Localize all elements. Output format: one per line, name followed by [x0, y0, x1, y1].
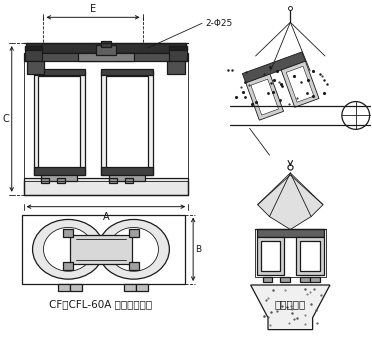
Bar: [263, 277, 272, 282]
Bar: [57, 178, 65, 183]
Bar: [254, 230, 326, 277]
Bar: [296, 237, 324, 275]
Bar: [78, 53, 134, 61]
Bar: [310, 277, 320, 282]
Bar: [38, 76, 80, 170]
Text: CF、CFL-60A 型外形尺寸图: CF、CFL-60A 型外形尺寸图: [49, 299, 153, 309]
Text: 2-Φ25: 2-Φ25: [205, 19, 232, 28]
Bar: [70, 284, 82, 291]
Ellipse shape: [44, 227, 93, 271]
Bar: [70, 235, 132, 264]
Bar: [22, 215, 185, 284]
Bar: [96, 45, 116, 55]
Polygon shape: [251, 285, 330, 330]
Bar: [63, 229, 73, 237]
Bar: [106, 76, 148, 170]
Bar: [257, 237, 284, 275]
Bar: [58, 284, 70, 291]
Bar: [109, 175, 145, 181]
Polygon shape: [281, 61, 319, 107]
Text: C: C: [2, 114, 9, 124]
Bar: [41, 175, 77, 181]
Bar: [41, 178, 49, 183]
Ellipse shape: [33, 219, 104, 279]
Bar: [124, 284, 136, 291]
Text: E: E: [90, 4, 96, 14]
Bar: [125, 178, 133, 183]
Bar: [33, 71, 85, 175]
Bar: [25, 46, 42, 61]
Bar: [101, 71, 153, 175]
Polygon shape: [251, 79, 279, 115]
Bar: [24, 178, 188, 195]
Bar: [33, 167, 85, 175]
Polygon shape: [246, 74, 283, 120]
Bar: [24, 53, 188, 61]
Bar: [26, 43, 186, 53]
Bar: [109, 178, 117, 183]
Polygon shape: [286, 66, 314, 102]
Bar: [136, 284, 148, 291]
Ellipse shape: [109, 227, 158, 271]
Bar: [101, 167, 153, 175]
Bar: [129, 262, 139, 270]
Bar: [25, 46, 42, 50]
Text: A: A: [103, 212, 109, 222]
Circle shape: [342, 102, 370, 129]
Bar: [27, 61, 44, 74]
Bar: [167, 61, 185, 74]
Bar: [169, 46, 187, 61]
Ellipse shape: [98, 219, 169, 279]
Bar: [260, 241, 280, 271]
Text: 安装示意图: 安装示意图: [275, 299, 306, 309]
Bar: [300, 277, 310, 282]
Bar: [257, 230, 324, 237]
Bar: [169, 46, 187, 50]
Text: B: B: [195, 245, 201, 254]
Bar: [129, 229, 139, 237]
Bar: [280, 277, 290, 282]
Bar: [300, 241, 320, 271]
Bar: [101, 41, 111, 47]
Polygon shape: [257, 175, 323, 230]
Bar: [101, 69, 153, 75]
Polygon shape: [243, 52, 305, 83]
Bar: [63, 262, 73, 270]
Bar: [33, 69, 85, 75]
